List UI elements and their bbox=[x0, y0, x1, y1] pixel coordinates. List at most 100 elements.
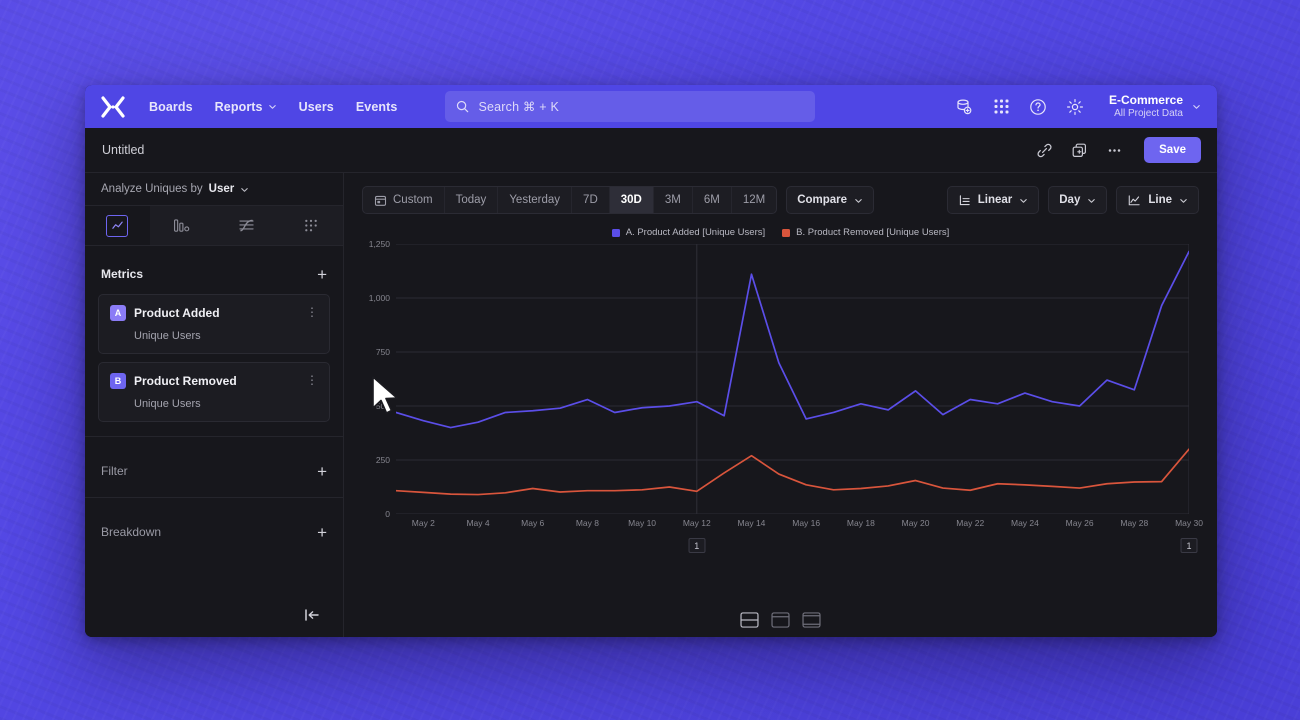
mixpanel-logo-icon[interactable] bbox=[99, 94, 127, 120]
metric-badge-a: A bbox=[110, 305, 126, 321]
link-icon[interactable] bbox=[1035, 141, 1053, 159]
nav-item-reports[interactable]: Reports bbox=[215, 100, 277, 114]
date-range-7d[interactable]: 7D bbox=[572, 187, 610, 213]
y-axis-labels: 0 250 500 750 1,000 1,250 bbox=[369, 239, 1189, 519]
legend-label-a: A. Product Added [Unique Users] bbox=[625, 227, 766, 238]
left-sidebar: Analyze Uniques by User bbox=[85, 173, 344, 637]
x-tick-label: May 14 bbox=[737, 518, 766, 528]
annotation-marker[interactable]: 1 bbox=[688, 538, 706, 553]
date-range-yesterday[interactable]: Yesterday bbox=[498, 187, 573, 213]
nav-item-events[interactable]: Events bbox=[356, 100, 398, 114]
nav-item-boards[interactable]: Boards bbox=[149, 100, 193, 114]
save-button[interactable]: Save bbox=[1144, 137, 1201, 163]
page-title[interactable]: Untitled bbox=[102, 143, 145, 157]
chevron-down-icon bbox=[1193, 105, 1200, 109]
database-add-icon[interactable] bbox=[955, 97, 974, 116]
filter-section-header[interactable]: Filter + bbox=[85, 451, 343, 491]
y-tick-label: 500 bbox=[375, 401, 390, 411]
metric-card-product-removed[interactable]: B Product Removed ⋮ Unique Users bbox=[98, 362, 330, 422]
date-range-3m-label: 3M bbox=[664, 194, 681, 206]
chart-type-selector[interactable]: Line bbox=[1116, 186, 1199, 214]
layout-chart-top-mode-button[interactable] bbox=[770, 611, 792, 629]
metric-badge-b: B bbox=[110, 373, 126, 389]
add-metric-button[interactable]: + bbox=[317, 264, 327, 284]
nav-item-boards-label: Boards bbox=[149, 99, 193, 114]
layout-chart-only-mode-button[interactable] bbox=[801, 611, 823, 629]
nav-links: Boards Reports Users Events bbox=[149, 100, 397, 114]
bar-chart-icon bbox=[171, 215, 193, 237]
date-range-6m-label: 6M bbox=[703, 194, 720, 206]
chart-type-label: Line bbox=[1148, 194, 1172, 206]
view-tab-bar-chart[interactable] bbox=[149, 206, 214, 245]
add-breakdown-button[interactable]: + bbox=[317, 522, 327, 542]
y-tick-label: 250 bbox=[375, 455, 390, 465]
collapse-sidebar-icon[interactable] bbox=[303, 606, 321, 624]
legend-item-a[interactable]: A. Product Added [Unique Users] bbox=[611, 227, 766, 238]
view-tab-table[interactable] bbox=[278, 206, 343, 245]
date-range-custom-label: Custom bbox=[393, 194, 433, 206]
metric-name-b: Product Removed bbox=[134, 374, 237, 388]
date-range-custom[interactable]: Custom bbox=[363, 187, 445, 213]
nav-right-actions: E-Commerce All Project Data bbox=[955, 93, 1201, 121]
chart-legend: A. Product Added [Unique Users] B. Produ… bbox=[344, 227, 1217, 238]
project-selector[interactable]: E-Commerce All Project Data bbox=[1109, 93, 1201, 121]
legend-label-b: B. Product Removed [Unique Users] bbox=[796, 227, 950, 238]
nav-item-users[interactable]: Users bbox=[299, 100, 334, 114]
chart-toolbar: Custom Today Yesterday 7D 30D 3M 6M 12M … bbox=[344, 173, 1217, 214]
date-range-group: Custom Today Yesterday 7D 30D 3M 6M 12M bbox=[362, 186, 778, 214]
view-tab-line-chart[interactable] bbox=[85, 206, 150, 245]
metric-subtitle-b: Unique Users bbox=[134, 398, 201, 410]
granularity-label: Day bbox=[1059, 194, 1081, 206]
apps-grid-icon[interactable] bbox=[992, 97, 1011, 116]
chevron-down-icon bbox=[1180, 198, 1187, 203]
y-tick-label: 1,000 bbox=[368, 293, 390, 303]
line-chart-icon bbox=[106, 214, 129, 237]
scale-selector[interactable]: Linear bbox=[946, 186, 1040, 214]
document-actions: Save bbox=[1035, 137, 1201, 163]
metric-menu-a[interactable]: ⋮ bbox=[306, 305, 318, 320]
add-filter-button[interactable]: + bbox=[317, 461, 327, 481]
plot-area: 0 250 500 750 1,000 1,250 May 2 May 4 May 6 May … bbox=[344, 238, 1217, 637]
top-navigation-bar: Boards Reports Users Events Search ⌘ + K bbox=[85, 85, 1217, 128]
analyze-uniques-row: Analyze Uniques by User bbox=[85, 173, 343, 206]
y-tick-label: 0 bbox=[385, 509, 390, 519]
gear-icon[interactable] bbox=[1066, 97, 1085, 116]
legend-swatch-a bbox=[611, 228, 620, 237]
view-tab-flow[interactable] bbox=[214, 206, 279, 245]
metric-menu-b[interactable]: ⋮ bbox=[306, 373, 318, 388]
nav-item-reports-label: Reports bbox=[214, 99, 263, 114]
document-toolbar: Untitled Save bbox=[85, 128, 1217, 173]
more-horizontal-icon[interactable] bbox=[1105, 141, 1123, 159]
compare-button[interactable]: Compare bbox=[786, 186, 875, 214]
granularity-selector[interactable]: Day bbox=[1048, 186, 1108, 214]
sidebar-footer bbox=[85, 593, 343, 637]
nav-item-events-label: Events bbox=[355, 99, 398, 114]
annotation-marker[interactable]: 1 bbox=[1180, 538, 1198, 553]
metric-subtitle-a: Unique Users bbox=[134, 330, 201, 342]
breakdown-section-header[interactable]: Breakdown + bbox=[85, 512, 343, 552]
date-range-30d[interactable]: 30D bbox=[609, 187, 654, 213]
date-range-6m[interactable]: 6M bbox=[693, 187, 732, 213]
date-range-7d-label: 7D bbox=[583, 194, 598, 206]
date-range-12m-label: 12M bbox=[742, 194, 766, 206]
x-tick-label: May 4 bbox=[466, 518, 490, 528]
metric-name-a: Product Added bbox=[134, 306, 220, 320]
legend-item-b[interactable]: B. Product Removed [Unique Users] bbox=[782, 227, 949, 238]
calendar-icon bbox=[374, 195, 387, 206]
chevron-down-icon bbox=[855, 198, 862, 203]
chevron-down-icon[interactable] bbox=[240, 185, 249, 194]
date-range-today[interactable]: Today bbox=[445, 187, 499, 213]
chart-canvas[interactable]: 0 250 500 750 1,000 1,250 bbox=[369, 239, 1189, 519]
date-range-12m[interactable]: 12M bbox=[732, 187, 776, 213]
sidebar-divider-1 bbox=[85, 436, 343, 437]
duplicate-add-icon[interactable] bbox=[1070, 141, 1088, 159]
app-body: Analyze Uniques by User bbox=[85, 173, 1217, 637]
chevron-down-icon bbox=[1020, 198, 1027, 203]
x-tick-label: May 6 bbox=[521, 518, 545, 528]
metric-card-product-added[interactable]: A Product Added ⋮ Unique Users bbox=[98, 294, 330, 354]
help-circle-icon[interactable] bbox=[1029, 97, 1048, 116]
layout-split-mode-button[interactable] bbox=[739, 611, 761, 629]
search-input[interactable]: Search ⌘ + K bbox=[445, 91, 816, 122]
date-range-3m[interactable]: 3M bbox=[654, 187, 693, 213]
analyze-value[interactable]: User bbox=[208, 183, 235, 195]
